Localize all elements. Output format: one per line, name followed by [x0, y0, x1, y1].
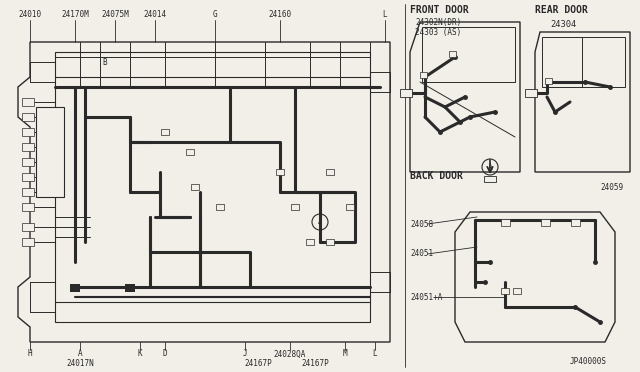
Bar — [70, 284, 80, 292]
Bar — [22, 98, 34, 106]
Text: A: A — [77, 350, 83, 359]
Bar — [326, 169, 334, 175]
Bar — [161, 129, 169, 135]
Text: FRONT DOOR: FRONT DOOR — [410, 5, 468, 15]
Text: L: L — [372, 350, 378, 359]
Bar — [22, 223, 34, 231]
Bar — [22, 188, 34, 196]
Text: 24170M: 24170M — [61, 10, 89, 19]
Bar — [501, 288, 509, 294]
Text: B: B — [102, 58, 108, 67]
Text: 24075M: 24075M — [101, 10, 129, 19]
Text: M: M — [342, 350, 348, 359]
Text: H: H — [28, 350, 32, 359]
Text: 24160: 24160 — [268, 10, 292, 19]
Bar — [22, 113, 34, 121]
Bar — [22, 128, 34, 136]
Text: 24010: 24010 — [19, 10, 42, 19]
Text: J: J — [243, 350, 247, 359]
Bar — [501, 219, 510, 226]
Bar — [22, 238, 34, 246]
Bar — [420, 72, 427, 78]
Text: REAR DOOR: REAR DOOR — [535, 5, 588, 15]
Bar — [22, 158, 34, 166]
Bar — [571, 219, 580, 226]
Bar — [22, 203, 34, 211]
Text: 24302N(DR): 24302N(DR) — [415, 17, 461, 26]
Bar — [276, 169, 284, 175]
Text: 24167P: 24167P — [301, 359, 329, 369]
Bar — [545, 78, 552, 84]
Text: JP40000S: JP40000S — [570, 357, 607, 366]
Bar — [541, 219, 550, 226]
Text: L: L — [383, 10, 387, 19]
Text: G: G — [212, 10, 218, 19]
Text: 24303 (AS): 24303 (AS) — [415, 28, 461, 36]
Bar — [513, 288, 521, 294]
Bar — [449, 51, 456, 57]
Bar — [484, 176, 496, 182]
Text: 24028QA: 24028QA — [274, 350, 306, 359]
Text: 24051+A: 24051+A — [410, 292, 442, 301]
Text: K: K — [138, 350, 142, 359]
Text: 24167P: 24167P — [244, 359, 272, 369]
Text: 24058: 24058 — [410, 219, 433, 228]
Bar — [346, 204, 354, 210]
Text: BACK DOOR: BACK DOOR — [410, 171, 463, 181]
Bar — [291, 204, 299, 210]
Bar — [36, 107, 64, 197]
Bar — [525, 89, 537, 97]
Bar — [326, 239, 334, 245]
Bar — [400, 89, 412, 97]
Bar — [216, 204, 224, 210]
Text: 24014: 24014 — [143, 10, 166, 19]
Bar — [186, 149, 194, 155]
Text: 24051: 24051 — [410, 250, 433, 259]
Text: A: A — [318, 219, 322, 225]
Bar — [191, 184, 199, 190]
Bar — [22, 143, 34, 151]
Text: 24304: 24304 — [550, 19, 576, 29]
Text: 24059: 24059 — [600, 183, 623, 192]
Bar — [125, 284, 135, 292]
Text: 24017N: 24017N — [66, 359, 94, 369]
Text: A: A — [488, 163, 492, 171]
Text: D: D — [163, 350, 167, 359]
Bar — [306, 239, 314, 245]
Bar — [22, 173, 34, 181]
